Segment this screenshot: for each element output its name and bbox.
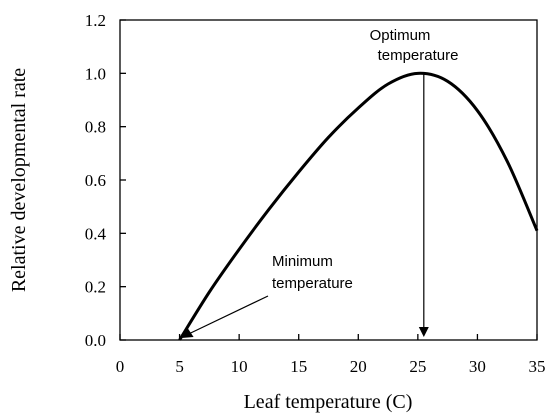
x-axis-title: Leaf temperature (C): [244, 391, 413, 413]
annotations: Optimum temperature Minimum temperature: [181, 27, 459, 338]
minimum-label-line1: Minimum: [272, 253, 333, 270]
x-tick-label: 5: [175, 357, 184, 376]
y-tick-label: 1.0: [85, 64, 106, 83]
series-group: [178, 71, 539, 341]
x-axis-ticks: 0 5 10 15 20 25 30 35: [116, 334, 546, 376]
optimum-label-line2: temperature: [378, 47, 459, 64]
y-axis-title: Relative developmental rate: [8, 68, 30, 292]
x-tick-label: 20: [350, 357, 367, 376]
optimum-arrowhead: [418, 327, 429, 337]
y-tick-label: 0.2: [85, 278, 106, 297]
y-tick-label: 1.2: [85, 11, 106, 30]
series-line: [178, 71, 539, 341]
minimum-arrow-line: [188, 295, 269, 335]
minimum-arrowhead: [181, 328, 194, 338]
y-tick-label: 0.0: [85, 331, 106, 350]
y-tick-label: 0.6: [85, 171, 106, 190]
x-tick-label: 35: [529, 357, 546, 376]
x-tick-label: 0: [116, 357, 125, 376]
minimum-label-line2: temperature: [272, 275, 353, 292]
y-axis-ticks: 0.0 0.2 0.4 0.6 0.8 1.0 1.2: [85, 11, 126, 350]
x-tick-label: 15: [290, 357, 307, 376]
x-tick-label: 25: [409, 357, 426, 376]
x-tick-label: 30: [469, 357, 486, 376]
y-tick-label: 0.4: [85, 224, 107, 243]
plot-frame: [119, 19, 538, 341]
x-tick-label: 10: [231, 357, 248, 376]
optimum-label-line1: Optimum: [370, 27, 431, 44]
y-tick-label: 0.8: [85, 118, 106, 137]
